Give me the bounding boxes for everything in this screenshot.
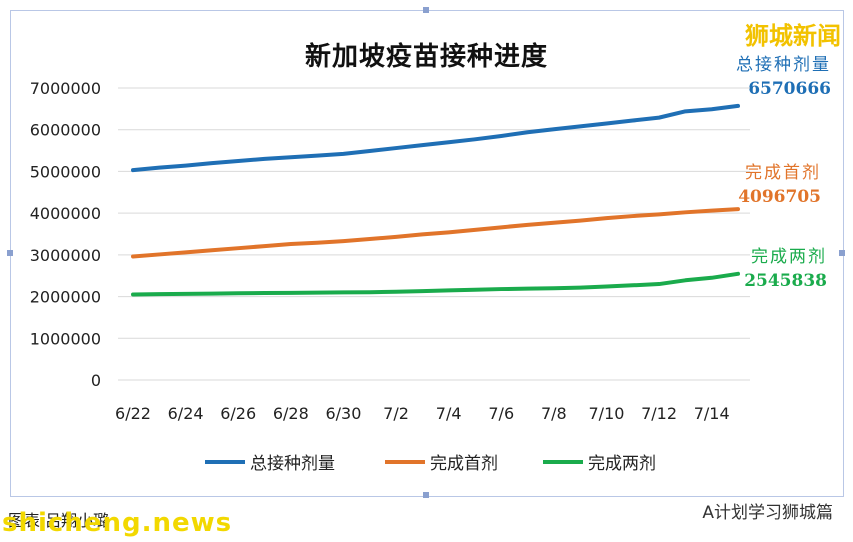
resize-handle-right[interactable] bbox=[839, 250, 845, 256]
second-dose-value: 2545838 bbox=[744, 271, 827, 291]
x-tick-label: 6/30 bbox=[325, 404, 361, 423]
resize-handle-top[interactable] bbox=[423, 7, 429, 13]
first-dose-value: 4096705 bbox=[738, 187, 821, 207]
second-dose-label: 完成两剂 bbox=[751, 247, 827, 267]
x-tick-label: 7/12 bbox=[641, 404, 677, 423]
first-dose-label: 完成首剂 bbox=[745, 163, 821, 183]
y-tick-label: 4000000 bbox=[30, 204, 101, 223]
x-tick-label: 7/10 bbox=[589, 404, 625, 423]
x-tick-label: 6/26 bbox=[220, 404, 256, 423]
y-tick-label: 6000000 bbox=[30, 121, 101, 140]
chart-title: 新加坡疫苗接种进度 bbox=[304, 42, 548, 72]
x-tick-label: 6/24 bbox=[168, 404, 204, 423]
first-dose-annotation: 完成首剂 4096705 bbox=[738, 158, 821, 207]
series-line-2 bbox=[131, 271, 740, 297]
watermark-logo: shicheng.news bbox=[2, 508, 233, 538]
resize-handle-bottom[interactable] bbox=[423, 492, 429, 498]
x-tick-label: 7/14 bbox=[694, 404, 730, 423]
series-line-0 bbox=[131, 103, 740, 173]
x-tick-label: 7/4 bbox=[436, 404, 462, 423]
x-tick-label: 7/2 bbox=[383, 404, 409, 423]
footer-credit: 图表 吕翔小璐 bbox=[8, 511, 110, 530]
y-tick-label: 0 bbox=[91, 371, 101, 390]
series-line-1 bbox=[131, 207, 740, 259]
y-tick-label: 3000000 bbox=[30, 246, 101, 265]
legend-label: 完成首剂 bbox=[430, 454, 498, 474]
total-doses-annotation: 总接种剂量 6570666 bbox=[736, 50, 831, 99]
x-tick-label: 7/8 bbox=[541, 404, 567, 423]
y-tick-label: 7000000 bbox=[30, 79, 101, 98]
total-doses-label: 总接种剂量 bbox=[736, 55, 831, 75]
resize-handle-left[interactable] bbox=[7, 250, 13, 256]
x-tick-label: 6/28 bbox=[273, 404, 309, 423]
y-tick-label: 1000000 bbox=[30, 329, 101, 348]
y-tick-label: 5000000 bbox=[30, 162, 101, 181]
y-tick-label: 2000000 bbox=[30, 288, 101, 307]
x-tick-label: 6/22 bbox=[115, 404, 151, 423]
brand-logo: 狮城新闻 bbox=[745, 22, 841, 50]
total-doses-value: 6570666 bbox=[748, 79, 831, 99]
legend-label: 总接种剂量 bbox=[250, 454, 335, 474]
second-dose-annotation: 完成两剂 2545838 bbox=[744, 242, 827, 291]
legend-label: 完成两剂 bbox=[588, 454, 656, 474]
x-tick-label: 7/6 bbox=[488, 404, 514, 423]
footer-source: A计划学习狮城篇 bbox=[702, 503, 833, 523]
